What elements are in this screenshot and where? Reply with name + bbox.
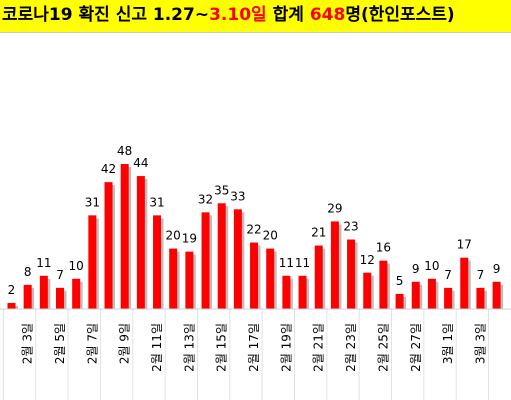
bar: [347, 239, 356, 309]
bar: [298, 275, 307, 309]
bar: [476, 287, 485, 309]
chart-title: 코로나19 확진 신고 1.27~3.10일 합계 648명(한인포스트): [2, 3, 455, 27]
bar: [72, 278, 81, 309]
bar-value-label: 10: [69, 259, 84, 273]
bar: [88, 215, 97, 309]
bar-value-label: 12: [360, 253, 375, 267]
x-tick-label: 2월 21일: [312, 323, 326, 372]
x-tick-label: 2월 11일: [150, 323, 164, 372]
bar-value-label: 48: [117, 144, 132, 158]
bar-value-label: 21: [311, 226, 326, 240]
bar: [56, 287, 65, 309]
bar-value-label: 9: [412, 262, 420, 276]
bar: [282, 275, 291, 309]
x-tick-label: 2월 27일: [409, 323, 423, 372]
bar-value-label: 20: [166, 229, 181, 243]
x-tick-label: 2월 23일: [344, 323, 358, 372]
bar-value-label: 11: [36, 256, 51, 270]
bar: [395, 293, 404, 309]
bar: [314, 245, 323, 309]
bar-value-label: 19: [182, 232, 197, 246]
bar: [169, 248, 178, 309]
title-part-4: 648: [309, 5, 346, 25]
bar: [185, 251, 194, 309]
bar: [250, 242, 259, 309]
x-tick-label: 2월 3일: [21, 323, 35, 364]
x-tick-label: 2월 19일: [279, 323, 293, 372]
x-tick-labels: 2월 3일 2월 5일 2월 7일 2월 9일 2월 11일 2월 13일 2월 15일 2월…: [21, 323, 488, 372]
bar-value-label: 7: [477, 268, 485, 282]
title-part-1: 코로나19 확진 신고 1.27~: [2, 5, 210, 25]
bar: [201, 212, 210, 309]
x-tick-label: 2월 7일: [85, 323, 99, 364]
bar-value-label: 16: [376, 241, 391, 255]
bar-value-label: 10: [424, 259, 439, 273]
bar-value-label: 7: [444, 268, 452, 282]
bar-value-label: 35: [214, 183, 229, 197]
bar-value-label: 31: [85, 195, 100, 209]
title-part-5: 명(한인포스트): [345, 5, 455, 25]
bar: [104, 182, 113, 310]
bar: [120, 164, 129, 309]
bar-value-label: 22: [246, 223, 261, 237]
bar: [39, 275, 48, 309]
bar: [330, 221, 339, 309]
bar: [427, 278, 436, 309]
bar: [136, 176, 145, 309]
bar-value-label: 20: [263, 229, 278, 243]
x-tick-label: 2월 13일: [182, 323, 196, 372]
bar: [492, 281, 501, 309]
x-tick-label: 2월 25일: [376, 323, 390, 372]
bar: [217, 203, 226, 309]
bar: [363, 272, 372, 309]
bar-value-label: 32: [198, 192, 213, 206]
bar-value-label: 11: [279, 256, 294, 270]
x-tick-label: 2월 15일: [215, 323, 229, 372]
x-tick-label: 3월 3일: [473, 323, 487, 364]
x-tick-label: 2월 9일: [118, 323, 132, 364]
bar-value-label: 5: [396, 274, 404, 288]
title-part-3: 합계: [266, 5, 310, 25]
bar-value-label: 44: [133, 156, 148, 170]
bar: [23, 284, 32, 309]
bar: [411, 281, 420, 309]
bar-value-label: 7: [56, 268, 64, 282]
x-tick-label: 3월 1일: [441, 323, 455, 364]
bar-value-label: 11: [295, 256, 310, 270]
bar: [444, 287, 453, 309]
bar: [460, 257, 469, 309]
bar-value-label: 2: [8, 283, 16, 297]
x-tick-label: 2월 17일: [247, 323, 261, 372]
bar-value-label: 8: [24, 265, 32, 279]
bars: [7, 164, 504, 310]
bar-value-label: 42: [101, 162, 116, 176]
tick-dividers: [2, 309, 490, 400]
bar: [153, 215, 162, 309]
title-part-2: 3.10일: [209, 5, 267, 25]
bar-value-label: 17: [457, 238, 472, 252]
bar-value-label: 31: [149, 195, 164, 209]
bar: [233, 209, 242, 309]
bar: [379, 260, 388, 309]
x-tick-label: 2월 5일: [53, 323, 67, 364]
title-band: 코로나19 확진 신고 1.27~3.10일 합계 648명(한인포스트): [0, 0, 511, 33]
bar-value-label: 29: [327, 201, 342, 215]
bar-value-label: 23: [343, 220, 358, 234]
bar: [7, 302, 16, 309]
bar-value-label: 9: [493, 262, 501, 276]
bar: [266, 248, 275, 309]
bar-value-label: 33: [230, 189, 245, 203]
